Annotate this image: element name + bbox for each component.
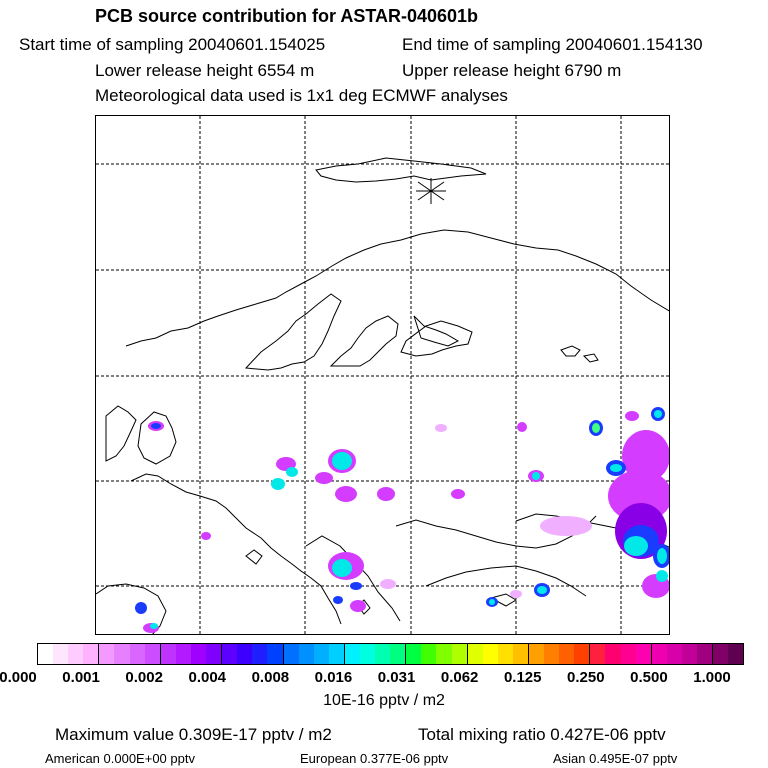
colorbar-swatch [620, 644, 636, 664]
colorbar-swatch [697, 644, 714, 664]
colorbar-tick-label: 0.125 [503, 669, 542, 686]
colorbar-swatch [544, 644, 560, 664]
start-time-label: Start time of sampling 20040601.154025 [19, 35, 326, 54]
colorbar-swatch [83, 644, 100, 664]
colorbar-swatch [605, 644, 621, 664]
colorbar-swatch [728, 644, 744, 664]
colorbar-swatch [713, 644, 729, 664]
colorbar-swatch [344, 644, 360, 664]
colorbar-tick-label: 0.004 [188, 669, 227, 686]
colorbar-swatch [406, 644, 422, 664]
colorbar-swatch [283, 644, 299, 664]
map-canvas [96, 116, 669, 634]
lat-lon-grid [96, 116, 669, 634]
colorbar-swatch [375, 644, 391, 664]
asian-value: Asian 0.495E-07 pptv [553, 751, 678, 766]
max-value-label: Maximum value 0.309E-17 pptv / m2 [55, 725, 332, 744]
colorbar-swatch [252, 644, 268, 664]
colorbar-swatch [144, 644, 161, 664]
colorbar-swatch [482, 644, 498, 664]
colorbar-swatch [574, 644, 591, 664]
colorbar-swatch [421, 644, 437, 664]
colorbar-tick-label: 0.062 [440, 669, 479, 686]
colorbar-swatch [467, 644, 483, 664]
colorbar-swatch [206, 644, 223, 664]
colorbar-swatch [53, 644, 69, 664]
colorbar-swatch [267, 644, 284, 664]
colorbar-tick-label: 0.031 [377, 669, 416, 686]
european-value: European 0.377E-06 pptv [300, 751, 449, 766]
colorbar-swatch [512, 644, 529, 664]
concentration-plume [135, 407, 669, 633]
colorbar-swatch [99, 644, 115, 664]
colorbar-swatch [436, 644, 452, 664]
upper-height-label: Upper release height 6790 m [402, 61, 622, 80]
colorbar-swatch [529, 644, 545, 664]
american-value: American 0.000E+00 pptv [45, 751, 195, 766]
colorbar-tick-label: 0.001 [62, 669, 100, 686]
colorbar-swatch [160, 644, 176, 664]
colorbar-tick-label: 0.500 [630, 669, 668, 686]
colorbar-tick-label: 0.002 [125, 669, 163, 686]
lower-height-label: Lower release height 6554 m [95, 61, 315, 80]
colorbar-swatch [298, 644, 314, 664]
colorbar-swatch [328, 644, 345, 664]
colorbar-swatch [237, 644, 253, 664]
map-title: PCB source contribution for ASTAR-040601… [95, 6, 479, 26]
colorbar-tick-label: 0.000 [0, 669, 37, 686]
north-pole-marker [416, 178, 446, 204]
colorbar-swatch [635, 644, 652, 664]
colorbar-tick-label: 0.008 [251, 669, 290, 686]
total-mixing-label: Total mixing ratio 0.427E-06 pptv [418, 725, 666, 744]
colorbar-swatch [497, 644, 513, 664]
colorbar [37, 643, 744, 665]
coastlines [96, 157, 669, 634]
colorbar-swatch [222, 644, 238, 664]
colorbar-swatch [68, 644, 84, 664]
colorbar-swatch [175, 644, 191, 664]
colorbar-swatch [129, 644, 145, 664]
colorbar-swatch [390, 644, 407, 664]
end-time-label: End time of sampling 20040601.154130 [402, 35, 703, 54]
colorbar-swatch [590, 644, 606, 664]
colorbar-tick-label: 0.250 [567, 669, 605, 686]
colorbar-swatch [559, 644, 575, 664]
colorbar-swatch [666, 644, 682, 664]
colorbar-swatch [313, 644, 329, 664]
met-data-label: Meteorological data used is 1x1 deg ECMW… [95, 86, 508, 105]
map-panel [95, 115, 670, 635]
colorbar-swatch [190, 644, 207, 664]
colorbar-tick-label: 0.016 [314, 669, 353, 686]
colorbar-swatch [681, 644, 698, 664]
colorbar-swatch [38, 644, 54, 664]
colorbar-swatch [114, 644, 130, 664]
colorbar-swatch [451, 644, 468, 664]
colorbar-swatch [359, 644, 376, 664]
colorbar-swatch [651, 644, 667, 664]
colorbar-units: 10E-16 pptv / m2 [323, 692, 445, 709]
colorbar-tick-label: 1.000 [693, 669, 731, 686]
